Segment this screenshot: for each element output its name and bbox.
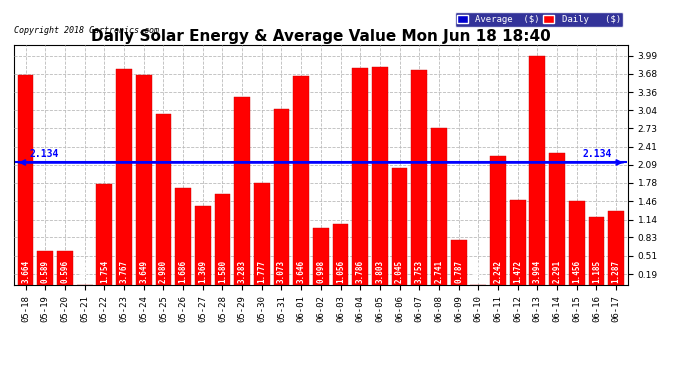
Bar — [549, 153, 565, 285]
Text: 2.134: 2.134 — [583, 149, 612, 159]
Text: 0.787: 0.787 — [454, 260, 463, 283]
Bar — [569, 201, 584, 285]
Text: 0.000: 0.000 — [474, 260, 483, 283]
Text: 1.287: 1.287 — [611, 260, 620, 283]
Bar — [451, 240, 466, 285]
Text: 3.664: 3.664 — [21, 260, 30, 283]
Text: 3.646: 3.646 — [297, 260, 306, 283]
Text: Copyright 2018 Cartronics.com: Copyright 2018 Cartronics.com — [14, 26, 159, 35]
Text: 1.185: 1.185 — [592, 260, 601, 283]
Text: 3.073: 3.073 — [277, 260, 286, 283]
Bar — [431, 128, 447, 285]
Bar — [313, 228, 328, 285]
Text: 1.056: 1.056 — [336, 260, 345, 283]
Bar — [195, 206, 210, 285]
Text: 1.580: 1.580 — [218, 260, 227, 283]
Text: 2.045: 2.045 — [395, 260, 404, 283]
Text: 2.741: 2.741 — [435, 260, 444, 283]
Text: 1.472: 1.472 — [513, 260, 522, 283]
Bar — [254, 183, 270, 285]
Text: 3.994: 3.994 — [533, 260, 542, 283]
Text: 3.283: 3.283 — [237, 260, 246, 283]
Bar — [608, 211, 624, 285]
Text: 3.803: 3.803 — [375, 260, 384, 283]
Bar — [411, 69, 427, 285]
Bar — [97, 184, 112, 285]
Bar — [372, 67, 388, 285]
Bar — [37, 251, 53, 285]
Bar — [234, 96, 250, 285]
Text: 1.456: 1.456 — [572, 260, 581, 283]
Bar — [155, 114, 171, 285]
Text: 1.777: 1.777 — [257, 260, 266, 283]
Bar — [18, 75, 34, 285]
Title: Daily Solar Energy & Average Value Mon Jun 18 18:40: Daily Solar Energy & Average Value Mon J… — [91, 29, 551, 44]
Bar — [57, 251, 73, 285]
Bar — [529, 56, 545, 285]
Bar — [510, 201, 526, 285]
Text: 3.753: 3.753 — [415, 260, 424, 283]
Bar — [215, 194, 230, 285]
Text: 3.767: 3.767 — [119, 260, 128, 283]
Text: 2.242: 2.242 — [493, 260, 502, 283]
Bar — [333, 224, 348, 285]
Bar — [274, 108, 289, 285]
Bar — [490, 156, 506, 285]
Bar — [136, 75, 152, 285]
Text: 3.649: 3.649 — [139, 260, 148, 283]
Bar — [353, 68, 368, 285]
Bar — [589, 217, 604, 285]
Text: 1.369: 1.369 — [198, 260, 207, 283]
Bar — [116, 69, 132, 285]
Text: 2.291: 2.291 — [553, 260, 562, 283]
Text: 1.754: 1.754 — [100, 260, 109, 283]
Bar — [293, 76, 309, 285]
Text: 0.000: 0.000 — [80, 260, 89, 283]
Text: 0.998: 0.998 — [316, 260, 326, 283]
Legend: Average  ($), Daily   ($): Average ($), Daily ($) — [455, 12, 623, 27]
Bar — [392, 168, 408, 285]
Text: 0.589: 0.589 — [41, 260, 50, 283]
Text: 3.786: 3.786 — [356, 260, 365, 283]
Text: 1.686: 1.686 — [179, 260, 188, 283]
Text: 2.134: 2.134 — [30, 149, 59, 159]
Text: 0.596: 0.596 — [61, 260, 70, 283]
Text: 2.980: 2.980 — [159, 260, 168, 283]
Bar — [175, 188, 191, 285]
